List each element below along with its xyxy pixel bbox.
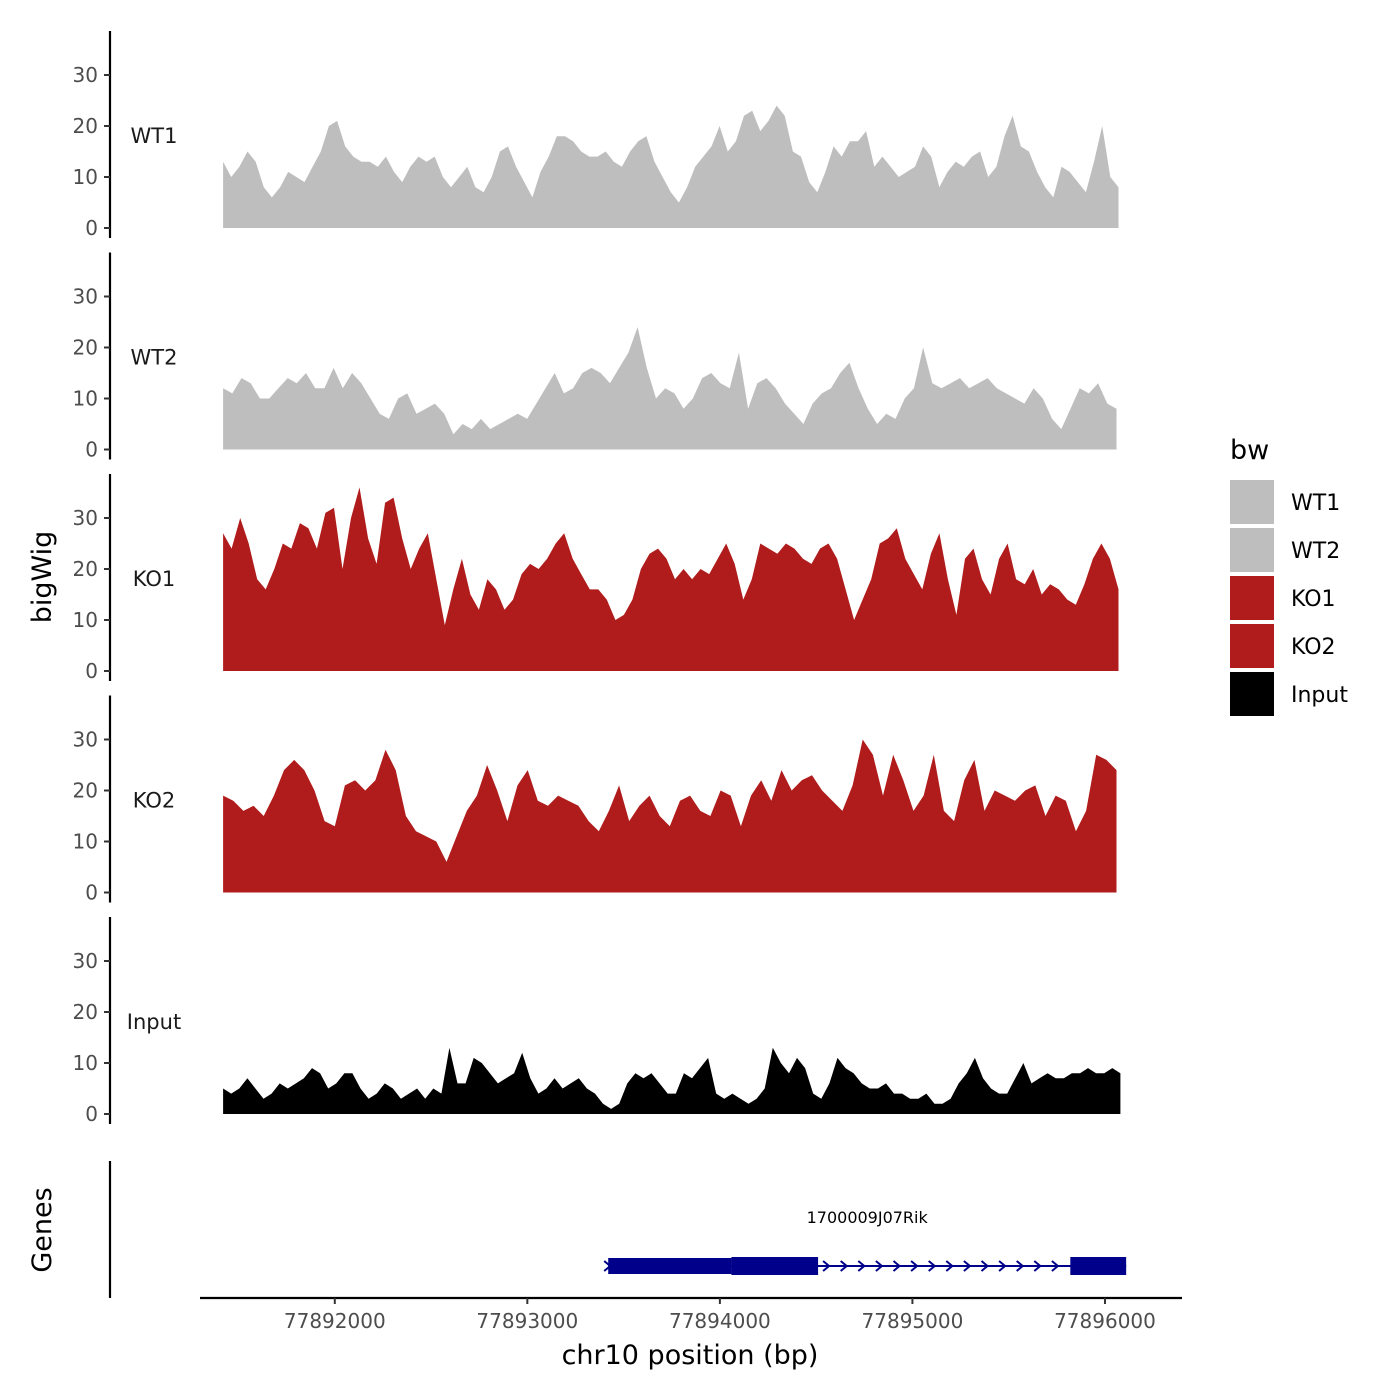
y-tick-label: 10 <box>73 387 98 411</box>
legend-label-wt2: WT2 <box>1291 539 1340 564</box>
y-tick-label: 30 <box>73 949 98 973</box>
strand-arrow <box>1033 1260 1042 1272</box>
strand-arrow <box>963 1260 972 1272</box>
y-tick-label: 10 <box>73 165 98 189</box>
legend-title: bw <box>1230 435 1269 466</box>
y-tick-label: 20 <box>73 779 98 803</box>
x-axis-title: chr10 position (bp) <box>562 1340 819 1371</box>
gene-exon <box>608 1258 732 1274</box>
area-ko2 <box>223 739 1117 893</box>
y-axis-title: bigWig <box>27 531 58 624</box>
x-tick-label: 77894000 <box>669 1309 771 1333</box>
strand-arrow <box>822 1260 831 1272</box>
legend-swatch-ko2 <box>1230 624 1274 668</box>
y-tick-label: 0 <box>85 881 98 905</box>
facet-label-wt1: WT1 <box>131 124 178 148</box>
y-tick-label: 30 <box>73 285 98 309</box>
panel-wt1: 0 10 20 30 WT1 <box>73 31 1119 240</box>
legend-swatch-ko1 <box>1230 576 1274 620</box>
y-tick-label: 10 <box>73 1051 98 1075</box>
y-tick-label: 0 <box>85 1102 98 1126</box>
panel-ko1: 0 10 20 30 KO1 <box>73 474 1119 683</box>
facet-label-wt2: WT2 <box>131 346 178 370</box>
legend-label-input: Input <box>1291 683 1348 708</box>
y-axis-title-group: bigWig <box>27 531 58 624</box>
area-input <box>223 1047 1121 1114</box>
strand-arrow <box>892 1260 902 1272</box>
gene-track-label: Genes <box>27 1187 58 1272</box>
y-tick-label: 0 <box>85 438 98 462</box>
y-tick-label: 20 <box>73 336 98 360</box>
y-tick-label: 0 <box>85 216 98 240</box>
x-tick-label: 77893000 <box>476 1309 578 1333</box>
y-tick-label: 20 <box>73 114 98 138</box>
legend-label-ko1: KO1 <box>1291 587 1336 612</box>
legend-swatch-input <box>1230 672 1274 716</box>
strand-arrow <box>910 1260 919 1272</box>
gene-name-label: 1700009J07Rik <box>807 1208 929 1227</box>
legend-label-wt1: WT1 <box>1291 491 1340 516</box>
facet-label-ko1: KO1 <box>133 567 176 591</box>
y-tick-label: 10 <box>73 608 98 632</box>
y-tick-label: 30 <box>73 728 98 752</box>
y-tick-label: 20 <box>73 557 98 581</box>
strand-arrow <box>980 1260 990 1272</box>
area-ko1 <box>223 487 1119 671</box>
panel-input: 0 10 20 30 Input <box>73 917 1121 1126</box>
gene-exon <box>1070 1257 1127 1275</box>
facet-label-ko2: KO2 <box>133 789 176 813</box>
legend: bw WT1 WT2 KO1 KO2 Input <box>1230 435 1348 716</box>
y-tick-label: 30 <box>73 63 98 87</box>
strand-arrow <box>1051 1260 1060 1272</box>
strand-arrow <box>945 1260 954 1272</box>
area-wt1 <box>223 105 1119 228</box>
strand-arrow <box>840 1260 849 1272</box>
gene-exon <box>731 1257 819 1275</box>
y-tick-label: 10 <box>73 830 98 854</box>
gene-track-panel: Genes 1700009J07Rik <box>27 1161 1127 1298</box>
area-wt2 <box>223 327 1117 450</box>
strand-arrow <box>857 1260 866 1272</box>
coverage-panels: 0 10 20 30 WT1 0 10 20 30 WT2 0 10 20 30 KO1 0 10 20 30 KO2… <box>73 31 1121 1126</box>
y-tick-label: 20 <box>73 1000 98 1024</box>
facet-label-input: Input <box>127 1010 181 1034</box>
strand-arrow <box>875 1260 884 1272</box>
x-axis: 77892000 77893000 77894000 77895000 77896000 <box>200 1296 1182 1333</box>
y-tick-label: 0 <box>85 659 98 683</box>
x-tick-label: 77892000 <box>284 1309 386 1333</box>
strand-arrow <box>998 1260 1007 1272</box>
y-tick-label: 30 <box>73 506 98 530</box>
legend-swatch-wt2 <box>1230 528 1274 572</box>
x-tick-label: 77896000 <box>1054 1309 1156 1333</box>
strand-arrow <box>1016 1260 1025 1272</box>
strand-arrow <box>928 1260 937 1272</box>
legend-label-ko2: KO2 <box>1291 635 1336 660</box>
x-tick-label: 77895000 <box>862 1309 964 1333</box>
legend-swatch-wt1 <box>1230 480 1274 524</box>
panel-ko2: 0 10 20 30 KO2 <box>73 695 1117 905</box>
panel-wt2: 0 10 20 30 WT2 <box>73 252 1117 462</box>
